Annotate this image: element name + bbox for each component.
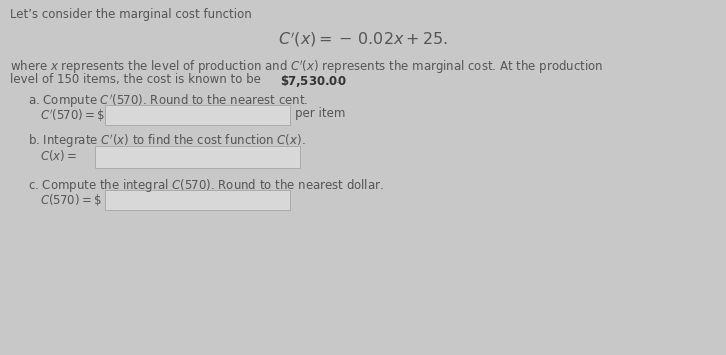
Text: .: . xyxy=(336,73,340,86)
Text: per item: per item xyxy=(295,107,346,120)
Text: $C^{\prime}(x) = -\,0.02x + 25.$: $C^{\prime}(x) = -\,0.02x + 25.$ xyxy=(278,30,448,49)
Text: where $x$ represents the level of production and $C^{\prime}(x)$ represents the : where $x$ represents the level of produc… xyxy=(10,59,603,76)
Text: $C^{\prime}(570) = \$$: $C^{\prime}(570) = \$$ xyxy=(40,107,105,124)
Text: $C(x) =$: $C(x) =$ xyxy=(40,148,77,163)
FancyBboxPatch shape xyxy=(105,190,290,210)
FancyBboxPatch shape xyxy=(95,146,300,168)
Text: $\mathbf{\$7{,}530.00}$: $\mathbf{\$7{,}530.00}$ xyxy=(280,73,346,89)
Text: a. Compute $C^{\prime}(570)$. Round to the nearest cent.: a. Compute $C^{\prime}(570)$. Round to t… xyxy=(28,93,309,110)
Text: c. Compute the integral $C(570)$. Round to the nearest dollar.: c. Compute the integral $C(570)$. Round … xyxy=(28,177,384,194)
Text: $C(570) = \$$: $C(570) = \$$ xyxy=(40,192,102,208)
Text: level of 150 items, the cost is known to be: level of 150 items, the cost is known to… xyxy=(10,73,264,86)
Text: b. Integrate $C^{\prime}(x)$ to find the cost function $C(x)$.: b. Integrate $C^{\prime}(x)$ to find the… xyxy=(28,133,306,151)
FancyBboxPatch shape xyxy=(105,105,290,125)
Text: Let’s consider the marginal cost function: Let’s consider the marginal cost functio… xyxy=(10,8,252,21)
